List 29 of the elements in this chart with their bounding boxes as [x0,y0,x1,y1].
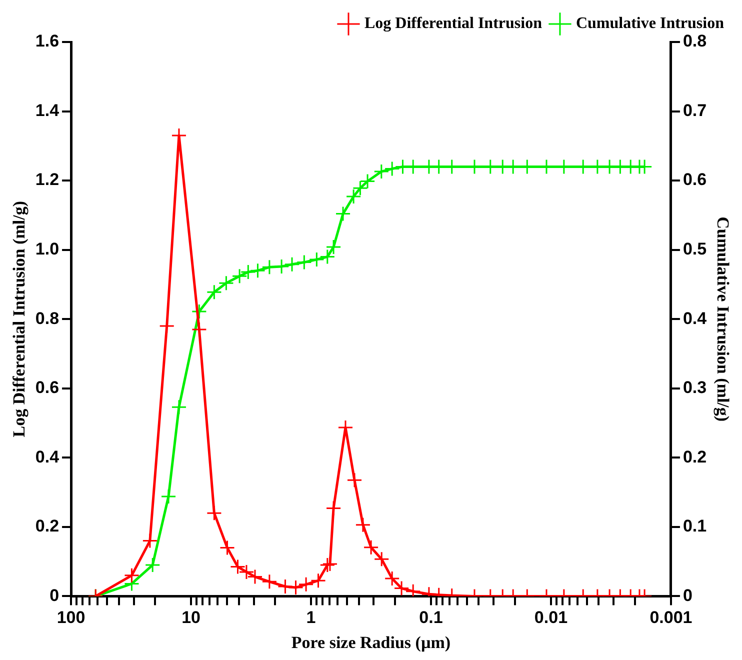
legend-label: Cumulative Intrusion [576,15,724,32]
x-tick-label: 10 [182,608,200,628]
legend-label: Log Differential Intrusion [364,15,542,32]
y-tick-label: 0.8 [35,308,60,328]
y2-tick-label: 0.1 [682,516,707,536]
y-tick-label: 0.2 [35,516,60,536]
y2-tick-label: 0.5 [682,240,707,259]
x-tick-label: 100 [56,608,86,628]
y-tick-label: 0.6 [35,378,60,398]
x-tick-label: 0.001 [650,608,692,628]
x-tick-label: 0.1 [419,608,443,628]
y2-tick-label: 0.7 [682,100,707,120]
x-tick-label: 0.01 [534,608,568,628]
y2-axis-title: Cumulative Intrusion (ml/g) [713,216,732,422]
y-tick-label: 1.6 [35,32,60,51]
y2-tick-label: 0 [682,586,692,605]
x-tick-label: 1 [306,608,316,628]
y-tick-label: 0 [50,586,60,605]
y2-tick-label: 0.3 [682,378,707,398]
y2-tick-label: 0.8 [682,32,707,51]
y-tick-label: 0.4 [35,447,60,466]
y2-tick-label: 0.2 [682,447,707,466]
x-axis-title: Pore size Radius (µm) [291,633,451,652]
y-tick-label: 1.2 [35,170,60,190]
y-tick-label: 1.4 [35,100,60,120]
y-tick-label: 1.0 [35,240,60,259]
y2-tick-label: 0.6 [682,170,707,190]
y2-tick-label: 0.4 [682,308,708,328]
y-axis-title: Log Differential Intrusion (ml/g) [10,200,29,438]
